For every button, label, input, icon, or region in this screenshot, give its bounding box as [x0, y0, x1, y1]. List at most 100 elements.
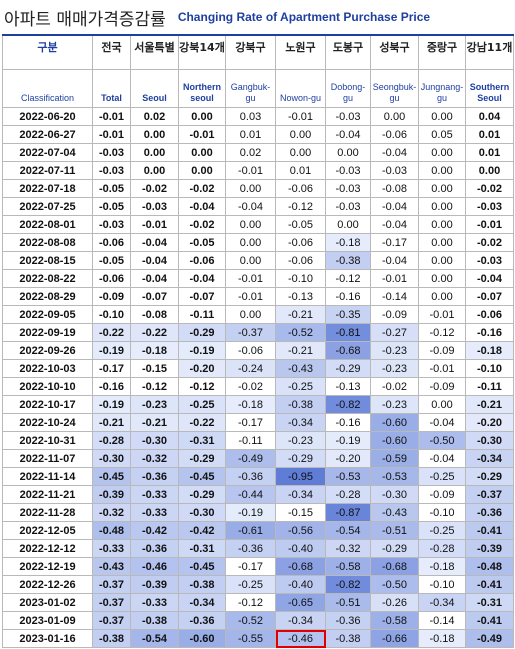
rate-cell: -0.01 [418, 359, 466, 378]
table-row: 2022-12-05 -0.48 -0.42 -0.42 -0.61 -0.56 -0.54… [2, 521, 514, 540]
rate-cell: -0.55 [225, 629, 276, 648]
rate-cell: -0.34 [275, 413, 326, 432]
rate-cell: -0.32 [130, 449, 179, 468]
rate-cell: -0.12 [130, 377, 179, 396]
title-bar: 아파트 매매가격증감률 Changing Rate of Apartment P… [0, 0, 515, 34]
date-cell: 2022-07-25 [2, 197, 93, 216]
rate-cell: -0.35 [325, 305, 371, 324]
rate-cell: -0.03 [92, 161, 131, 180]
rate-cell: -0.16 [325, 413, 371, 432]
title-english: Changing Rate of Apartment Purchase Pric… [177, 10, 431, 24]
rate-cell: -0.08 [130, 305, 179, 324]
rate-cell: -0.17 [370, 233, 419, 252]
rate-cell: -0.02 [178, 179, 226, 198]
rate-cell: -0.14 [418, 611, 466, 630]
rate-cell: -0.11 [465, 377, 514, 396]
table-row: 2022-09-26 -0.19 -0.18 -0.19 -0.06 -0.21 -0.68… [2, 341, 514, 360]
rate-cell: -0.21 [92, 413, 131, 432]
rate-cell: -0.04 [370, 143, 419, 162]
rate-cell: -0.37 [225, 323, 276, 342]
rate-cell: -0.06 [275, 179, 326, 198]
table-row: 2023-01-02 -0.37 -0.33 -0.34 -0.12 -0.65 -0.51… [2, 593, 514, 612]
rate-cell: -0.19 [178, 341, 226, 360]
rate-cell: 0.00 [465, 161, 514, 180]
rate-cell: -0.43 [275, 359, 326, 378]
table-row: 2022-10-24 -0.21 -0.21 -0.22 -0.17 -0.34 -0.16… [2, 413, 514, 432]
rate-cell: 0.02 [130, 107, 179, 126]
rate-cell: -0.52 [225, 611, 276, 630]
header-korean: 중랑구 [418, 34, 466, 70]
rate-cell: 0.00 [418, 107, 466, 126]
rate-cell: -0.23 [275, 431, 326, 450]
rate-cell: -0.11 [225, 431, 276, 450]
rate-cell: -0.29 [178, 323, 226, 342]
rate-cell: -0.01 [92, 107, 131, 126]
rate-cell: -0.38 [325, 251, 371, 270]
rate-cell: -0.04 [178, 269, 226, 288]
header-english: Seongbuk-gu [370, 69, 419, 108]
header-english: Dobong-gu [325, 69, 371, 108]
date-cell: 2022-08-08 [2, 233, 93, 252]
rate-cell: -0.30 [130, 431, 179, 450]
rate-cell: -0.40 [275, 539, 326, 558]
rate-cell: -0.29 [178, 485, 226, 504]
rate-cell: 0.01 [465, 125, 514, 144]
rate-cell: -0.12 [418, 323, 466, 342]
rate-cell: -0.03 [92, 143, 131, 162]
table-row: 2022-12-26 -0.37 -0.39 -0.38 -0.25 -0.40 -0.82… [2, 575, 514, 594]
rate-cell: -0.07 [130, 287, 179, 306]
date-cell: 2022-07-11 [2, 161, 93, 180]
rate-cell: -0.44 [225, 485, 276, 504]
date-cell: 2022-12-19 [2, 557, 93, 576]
rate-cell: -0.51 [370, 521, 419, 540]
table-row: 2022-07-18 -0.05 -0.02 -0.02 0.00 -0.06 -0.03-… [2, 179, 514, 198]
rate-cell: -0.13 [275, 287, 326, 306]
rate-cell: -0.02 [130, 179, 179, 198]
date-cell: 2022-12-05 [2, 521, 93, 540]
date-cell: 2022-11-14 [2, 467, 93, 486]
date-cell: 2022-08-22 [2, 269, 93, 288]
rate-cell: 0.00 [225, 215, 276, 234]
header-english: Classification [2, 69, 93, 108]
rate-cell: -0.36 [130, 539, 179, 558]
rate-cell: 0.00 [418, 161, 466, 180]
rate-cell: -0.12 [178, 377, 226, 396]
rate-cell: -0.38 [130, 611, 179, 630]
rate-cell: -0.28 [92, 431, 131, 450]
rate-cell: -0.25 [225, 575, 276, 594]
rate-table: 구분 전국 서울특별 강북14개 강북구 노원구 도봉구 성북구 중랑구 강남11개 Classi… [2, 34, 514, 648]
rate-cell: -0.01 [225, 287, 276, 306]
header-english: Nowon-gu [275, 69, 326, 108]
rate-cell: -0.06 [92, 233, 131, 252]
rate-cell: 0.01 [275, 161, 326, 180]
rate-cell: 0.00 [325, 215, 371, 234]
table-row: 2023-01-09 -0.37 -0.38 -0.36 -0.52 -0.34 -0.36… [2, 611, 514, 630]
date-cell: 2022-08-29 [2, 287, 93, 306]
rate-cell: -0.05 [275, 215, 326, 234]
rate-cell: -0.20 [178, 359, 226, 378]
rate-cell: -0.29 [465, 467, 514, 486]
rate-cell: -0.09 [418, 485, 466, 504]
rate-cell: -0.68 [275, 557, 326, 576]
rate-cell: -0.03 [92, 215, 131, 234]
date-cell: 2022-12-12 [2, 539, 93, 558]
header-korean: 전국 [92, 34, 131, 70]
rate-cell: -0.16 [465, 323, 514, 342]
rate-cell: 0.05 [418, 125, 466, 144]
rate-cell: -0.16 [325, 287, 371, 306]
table-row: 2022-08-29 -0.09 -0.07 -0.07 -0.01 -0.13 -0.16… [2, 287, 514, 306]
rate-cell: -0.23 [370, 359, 419, 378]
rate-cell: -0.03 [130, 197, 179, 216]
date-cell: 2022-11-28 [2, 503, 93, 522]
rate-cell: -0.30 [465, 431, 514, 450]
rate-cell: -0.03 [370, 161, 419, 180]
rate-cell: -0.14 [370, 287, 419, 306]
rate-cell: -0.17 [225, 557, 276, 576]
rate-cell: -0.29 [325, 359, 371, 378]
table-row: 2022-11-21 -0.39 -0.33 -0.29 -0.44 -0.34 -0.28… [2, 485, 514, 504]
rate-cell: -0.34 [275, 485, 326, 504]
rate-cell: -0.05 [92, 179, 131, 198]
date-cell: 2022-10-31 [2, 431, 93, 450]
rate-cell: 0.00 [178, 143, 226, 162]
rate-cell: -0.37 [92, 611, 131, 630]
